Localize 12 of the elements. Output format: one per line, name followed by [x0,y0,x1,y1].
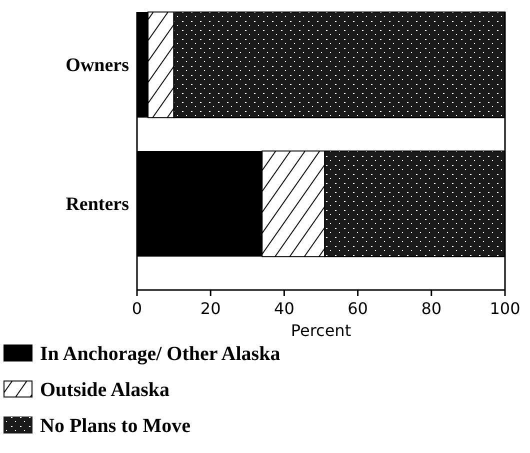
legend-label: Outside Alaska [40,379,170,401]
x-tick-label: 60 [348,299,368,318]
x-tick-label: 80 [421,299,442,318]
x-tick-label: 100 [490,299,520,318]
x-tick-label: 20 [200,299,221,318]
y-tick-label: Renters [66,194,129,215]
x-axis-title: Percent [290,321,352,340]
x-tick-label: 40 [274,299,294,318]
y-tick-label: Owners [66,54,129,76]
x-tick-label: 0 [132,299,142,318]
legend-label: No Plans to Move [40,415,191,437]
legend-label: In Anchorage/ Other Alaska [40,343,280,365]
